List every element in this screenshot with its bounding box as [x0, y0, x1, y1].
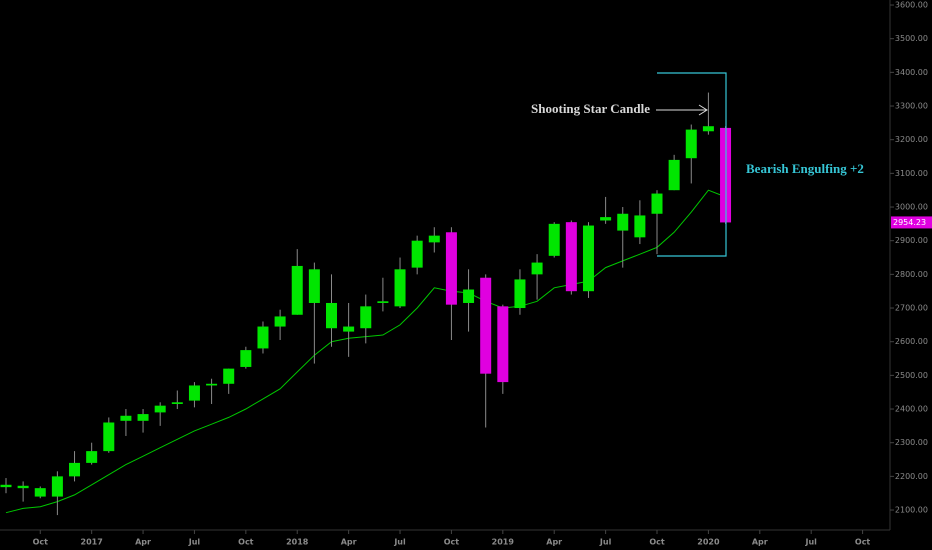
x-tick-label: 2018: [286, 538, 309, 547]
candle-body: [463, 289, 475, 303]
y-tick-label: 2800.00: [895, 270, 928, 279]
candle-body: [223, 368, 235, 384]
y-tick-label: 2900.00: [895, 236, 928, 245]
candle-body: [428, 235, 440, 243]
candle-body: [326, 302, 338, 329]
candle-body: [617, 213, 629, 231]
candle-body: [360, 306, 372, 329]
annotation: Shooting Star Candle: [531, 101, 650, 116]
candle-body: [634, 215, 646, 238]
candle-body: [548, 223, 560, 256]
candle-body: [514, 279, 526, 309]
last-price-box: [891, 216, 932, 229]
x-tick-label: Oct: [855, 538, 871, 547]
y-tick-label: 3300.00: [895, 102, 928, 111]
candle-body: [0, 484, 12, 488]
candle-body: [86, 451, 98, 463]
candle-body: [685, 129, 697, 159]
x-tick-label: Apr: [341, 538, 357, 547]
x-tick-label: Oct: [238, 538, 254, 547]
candle-body: [17, 485, 29, 489]
x-tick-label: Apr: [752, 538, 768, 547]
y-tick-label: 3600.00: [895, 1, 928, 10]
candle-body: [377, 301, 389, 303]
candle-body: [497, 306, 509, 383]
candle-body: [103, 422, 115, 452]
candle-body: [34, 488, 46, 497]
candle-body: [565, 222, 577, 292]
candle-body: [291, 265, 303, 315]
candle-body: [120, 415, 132, 421]
annotation-arrow-head: [698, 104, 708, 116]
candle-body: [411, 240, 423, 268]
y-tick-label: 2200.00: [895, 472, 928, 481]
candle-body: [137, 414, 149, 421]
y-tick-label: 2500.00: [895, 371, 928, 380]
annotation: Bearish Engulfing +2: [746, 161, 864, 176]
y-tick-label: 3000.00: [895, 203, 928, 212]
candle-body: [343, 326, 355, 332]
x-tick-label: Oct: [33, 538, 49, 547]
candle-body: [651, 193, 663, 214]
x-tick-label: Oct: [444, 538, 460, 547]
x-tick-label: Jul: [393, 538, 406, 547]
y-tick-label: 2100.00: [895, 506, 928, 515]
candle-body: [394, 269, 406, 307]
candle-body: [188, 385, 200, 401]
candle-body: [51, 476, 63, 497]
y-tick-label: 2400.00: [895, 405, 928, 414]
y-tick-label: 3400.00: [895, 68, 928, 77]
candle-body: [308, 269, 320, 303]
candle-body: [702, 126, 714, 132]
candle-body: [445, 232, 457, 305]
y-tick-label: 3500.00: [895, 34, 928, 43]
x-tick-label: Apr: [135, 538, 151, 547]
candle-body: [154, 405, 166, 413]
x-tick-label: Jul: [188, 538, 201, 547]
candle-body: [600, 217, 612, 221]
candle-body: [69, 462, 81, 477]
candle-body: [531, 262, 543, 275]
y-tick-label: 2300.00: [895, 438, 928, 447]
y-tick-label: 2600.00: [895, 337, 928, 346]
y-tick-label: 3100.00: [895, 169, 928, 178]
x-tick-label: 2020: [697, 538, 720, 547]
annotation-box: [657, 72, 727, 257]
candle-body: [480, 277, 492, 374]
candle-body: [274, 316, 286, 327]
candle-body: [206, 383, 218, 386]
last-price-label: 2954.23: [893, 218, 926, 227]
x-tick-label: Jul: [599, 538, 612, 547]
y-tick-label: 3200.00: [895, 135, 928, 144]
x-tick-label: Oct: [649, 538, 665, 547]
x-tick-label: Apr: [546, 538, 562, 547]
x-tick-label: 2017: [81, 538, 103, 547]
x-tick-label: 2019: [492, 538, 515, 547]
candle-body: [668, 159, 680, 191]
x-tick-label: Jul: [804, 538, 817, 547]
candle-body: [582, 225, 594, 292]
candle-body: [257, 326, 269, 349]
candle-body: [240, 350, 252, 367]
y-tick-label: 2700.00: [895, 304, 928, 313]
candle-body: [171, 402, 183, 404]
